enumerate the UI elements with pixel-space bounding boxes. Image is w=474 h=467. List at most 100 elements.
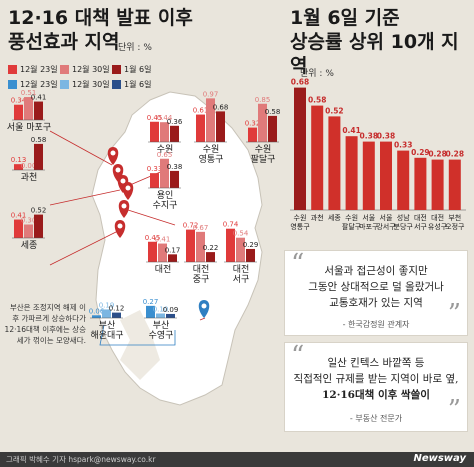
region-label-line2: 서구 [233, 274, 250, 285]
rank-bar-value: 0.33 [394, 141, 413, 150]
legend-label: 1월 6일 [124, 65, 152, 74]
region-label-line2: 수지구 [153, 200, 178, 211]
rank-bar [380, 141, 392, 210]
rank-category-label: 유성구 [428, 222, 448, 231]
connector-line [49, 130, 113, 166]
rank-bar-value: 0.58 [308, 96, 327, 105]
region-label: 과천 [21, 172, 38, 183]
region-label: 용인 [157, 190, 174, 201]
pin-dot [125, 185, 131, 191]
region-label: 대전 [233, 264, 250, 275]
legend-label: 12월 23일 [20, 80, 58, 89]
legend-item: 12월 30일 [60, 79, 110, 90]
rank-bar-value: 0.41 [342, 126, 361, 135]
region-label-line2: 중구 [193, 274, 210, 285]
bar-value-label: 0.85 [255, 96, 271, 104]
left-unit: 단위 : % [118, 43, 152, 53]
location-pin-icon [107, 147, 119, 165]
bar [146, 305, 155, 318]
legend: 12월 23일 12월 30일 1월 6일 12월 23일 12월 30일 1월… [8, 64, 158, 96]
bar-value-label: 0.00 [21, 162, 37, 170]
bar [268, 115, 277, 142]
region-label: 대전 [193, 264, 210, 275]
region-label: 서울 마포구 [7, 122, 51, 133]
left-title-line1: 12·16 대책 발표 이후 [8, 7, 193, 29]
busan-connector [99, 324, 176, 346]
newsway-logo: Newsway [413, 453, 466, 464]
rank-bar-value: 0.28 [446, 150, 465, 159]
rank-bar-value: 0.28 [428, 150, 447, 159]
pin-dot [117, 223, 123, 229]
rank-category-label: 성남 [397, 213, 410, 222]
bar [186, 229, 195, 262]
legend-item: 12월 30일 [60, 64, 110, 75]
legend-item: 1월 6일 [112, 79, 151, 90]
legend-label: 12월 23일 [20, 65, 58, 74]
region-label: 수원 [203, 144, 220, 155]
quote-box-2: “ ” 일산 킨텍스 바깥쪽 등 직접적인 규제를 받는 지역이 바로 옆, 1… [284, 341, 468, 432]
bar [246, 248, 255, 262]
rank-bar [345, 136, 358, 210]
bar [150, 121, 159, 142]
bar [24, 97, 33, 120]
location-pin-icon [114, 220, 126, 238]
bar [14, 104, 23, 120]
close-quote-icon: ” [447, 395, 461, 425]
region-label-line2: 수영구 [149, 330, 174, 341]
right-title-line1: 1월 6일 기준 [290, 7, 400, 29]
rank-bar-value: 0.38 [377, 132, 396, 141]
bar-group: 0.410.30 0.52 세종 [11, 207, 47, 251]
rank-category-label: 마포구 [359, 222, 379, 231]
rank-category-label: 부천 [448, 213, 461, 222]
rank-category-label: 서울 [362, 213, 375, 222]
region-label: 대전 [155, 264, 172, 275]
location-pin-icon [118, 200, 130, 218]
rank-bar [311, 105, 324, 210]
legend-label: 12월 30일 [72, 80, 110, 89]
bar-value-label: 0.19 [99, 301, 115, 309]
pin-dot [115, 167, 121, 173]
bar [34, 214, 43, 238]
bar-value-label: 0.30 [21, 217, 37, 225]
quote-1-line-1: 서울과 접근성이 좋지만 [324, 265, 428, 277]
region-label-line2: 영통구 [199, 154, 224, 165]
rank-bar-value: 0.38 [360, 132, 379, 141]
bar [102, 309, 111, 318]
bar-value-label: 0.32 [245, 120, 261, 128]
bar-group: 0.340.510.41 서울 마포구 [7, 89, 51, 133]
bar [168, 254, 177, 262]
bar-value-label: 0.58 [31, 136, 47, 144]
rank-bar-value: 0.68 [291, 78, 310, 87]
legend-item: 1월 6일 [112, 64, 151, 75]
rank-bar-value: 0.52 [325, 106, 344, 115]
open-quote-icon: “ [291, 249, 305, 279]
rank-category-label: 대전 [414, 213, 427, 222]
bar-value-label: 0.41 [155, 236, 171, 244]
bar-value-label: 0.38 [167, 163, 183, 171]
location-pin-icon [122, 182, 134, 200]
region-label: 세종 [21, 240, 38, 251]
bar [170, 125, 179, 142]
bar-value-label: 0.36 [167, 118, 183, 126]
legend-swatch-blue2 [60, 80, 69, 89]
bar-value-label: 0.65 [157, 151, 173, 159]
connector-lines [49, 130, 206, 346]
legend-swatch-red1 [8, 65, 17, 74]
bar [34, 143, 43, 170]
bar [92, 315, 101, 318]
quote-1-line-2: 그동안 상대적으로 덜 올랐거나 [308, 281, 444, 293]
bar-value-label: 0.45 [145, 234, 161, 242]
quote-1-source: - 한국감정원 관계자 [342, 320, 410, 329]
bar [148, 241, 157, 262]
legend-swatch-red2 [60, 65, 69, 74]
right-title-line2: 상승률 상위 10개 지역 [290, 31, 459, 77]
legend-label: 1월 6일 [124, 80, 152, 89]
quote-2-line-2: 직접적인 규제를 받는 지역이 바로 옆, [293, 373, 459, 385]
region-label: 부산 [153, 320, 170, 331]
legend-item: 12월 23일 [8, 64, 58, 75]
